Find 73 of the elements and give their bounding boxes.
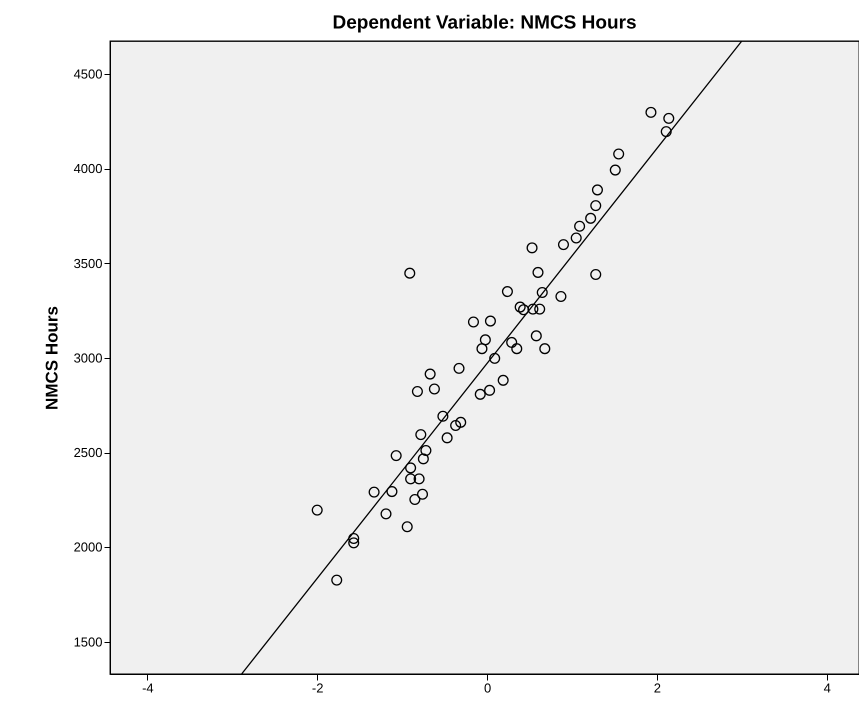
- point: [511, 343, 522, 354]
- point: [590, 200, 602, 212]
- point: [663, 112, 674, 124]
- point: [555, 290, 566, 302]
- point: [498, 374, 509, 386]
- point: [530, 330, 542, 342]
- point: [409, 494, 420, 506]
- point: [574, 220, 586, 232]
- point: [418, 453, 429, 464]
- point: [660, 126, 672, 138]
- point: [428, 383, 440, 395]
- x-tick-label: 2: [654, 680, 662, 696]
- point: [532, 266, 544, 278]
- point: [412, 386, 423, 397]
- point: [484, 316, 496, 327]
- point: [386, 486, 398, 498]
- point: [570, 232, 582, 244]
- point: [348, 532, 360, 544]
- point: [424, 368, 436, 380]
- point: [331, 574, 342, 586]
- point: [585, 212, 596, 224]
- point: [502, 286, 513, 298]
- point: [414, 473, 425, 484]
- point: [590, 269, 602, 280]
- point: [476, 343, 488, 354]
- point: [415, 429, 426, 440]
- point: [474, 388, 486, 400]
- y-tick-label: 3000: [74, 350, 102, 366]
- point: [455, 416, 466, 428]
- point: [506, 336, 518, 348]
- x-tick-label: 0: [484, 680, 492, 696]
- point: [518, 304, 530, 316]
- point: [484, 384, 496, 396]
- point: [404, 268, 416, 279]
- point: [534, 304, 546, 315]
- point: [480, 334, 491, 346]
- point: [468, 316, 479, 328]
- point: [402, 521, 413, 532]
- point: [405, 473, 416, 484]
- point: [536, 286, 548, 298]
- point: [489, 352, 500, 364]
- point: [539, 343, 550, 354]
- x-tick-label: -2: [312, 680, 324, 696]
- point: [390, 450, 402, 462]
- x-tick-label: 4: [824, 680, 831, 696]
- y-tick-label: 3500: [74, 256, 102, 271]
- point: [527, 304, 538, 315]
- point: [442, 432, 453, 444]
- chart-title: Dependent Variable: NMCS Hours: [332, 12, 637, 34]
- x-tick-label: -4: [142, 680, 154, 696]
- point: [312, 504, 323, 516]
- point: [454, 362, 465, 374]
- point: [526, 242, 538, 254]
- point: [645, 106, 656, 118]
- y-tick-label: 2000: [74, 540, 102, 555]
- point: [450, 420, 462, 432]
- point: [416, 488, 428, 500]
- y-tick-label: 1500: [74, 634, 102, 650]
- point: [380, 508, 392, 520]
- point: [610, 164, 621, 176]
- point: [558, 239, 569, 250]
- y-tick-label: 4500: [74, 66, 102, 82]
- point: [592, 184, 603, 196]
- point: [437, 410, 448, 422]
- point: [348, 537, 360, 548]
- point: [368, 486, 380, 498]
- y-tick-label: 2500: [74, 445, 102, 460]
- y-tick-label: 4000: [74, 161, 102, 176]
- point: [420, 444, 432, 456]
- point: [405, 462, 416, 474]
- point: [514, 302, 526, 313]
- point: [613, 148, 624, 160]
- y-axis-title: NMCS Hours: [42, 306, 62, 410]
